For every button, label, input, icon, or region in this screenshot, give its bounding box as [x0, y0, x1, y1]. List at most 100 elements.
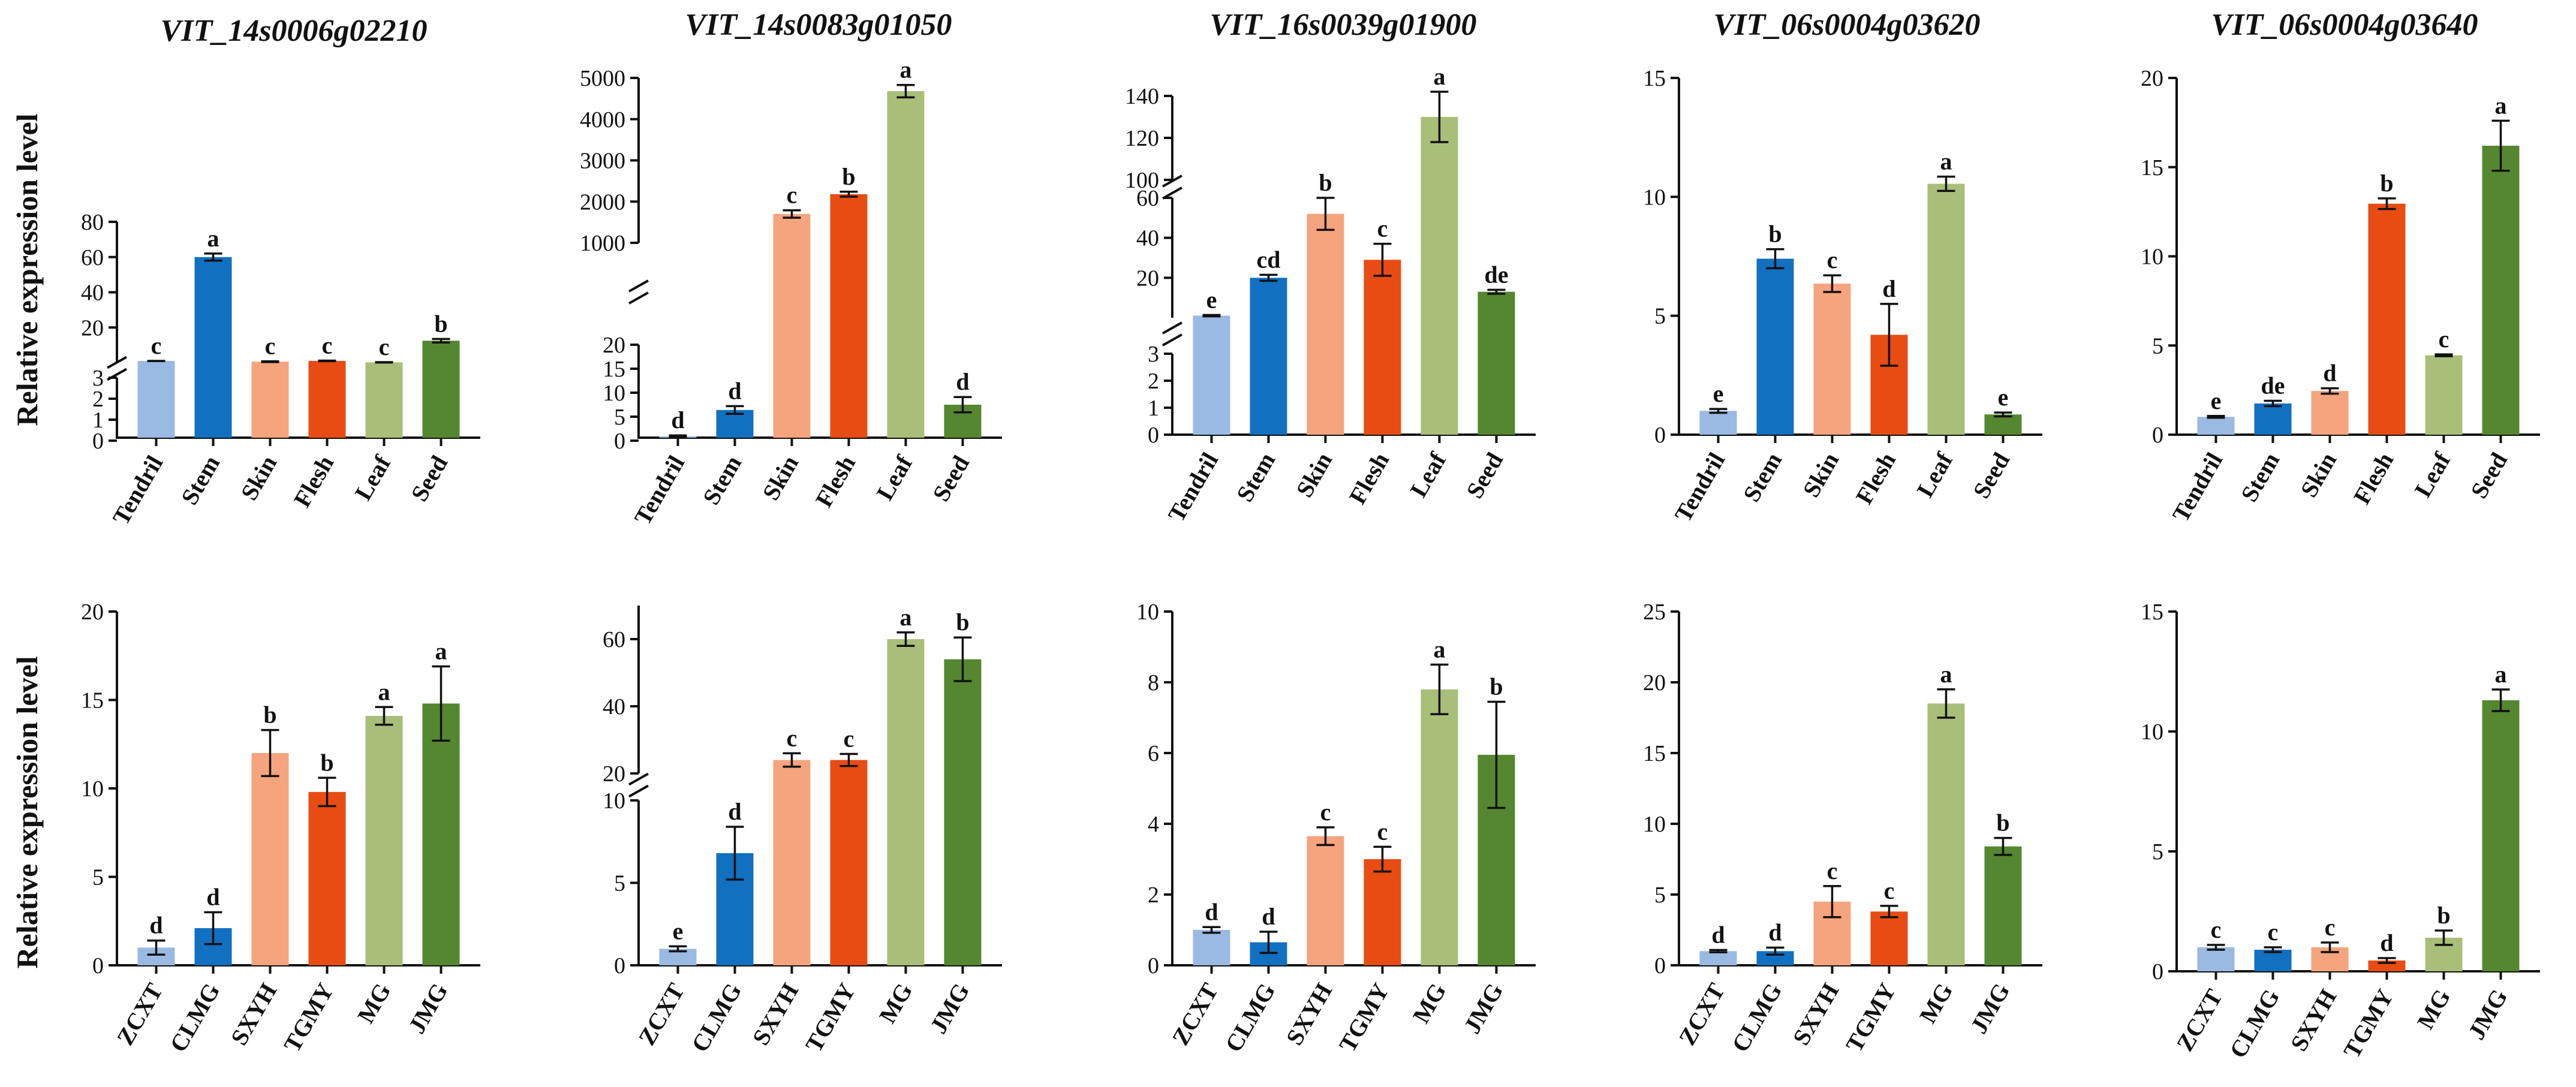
bar-flesh: [2368, 203, 2406, 435]
significance-label: d: [1711, 922, 1725, 949]
y-tick-label: 2: [92, 387, 104, 412]
y-tick-label: 0: [2152, 959, 2163, 984]
panel-9: 0 5 10 15 20 25 d ZCXT d CLMG c SXYH c TGMY a MG b JMG: [1643, 600, 2042, 1056]
significance-label: b: [263, 701, 276, 728]
y-tick-label: 1: [92, 408, 104, 433]
x-tick-label: Tendril: [2167, 448, 2228, 526]
significance-label: b: [2380, 170, 2393, 197]
bar-flesh: [308, 360, 346, 438]
significance-label: d: [671, 407, 684, 433]
axis-break-mark: [628, 784, 649, 798]
y-tick-label: 40: [603, 694, 625, 719]
significance-label: d: [149, 912, 162, 939]
bar-jmg: [1984, 846, 2022, 965]
bar-sxyh: [251, 753, 289, 965]
y-tick-label: 20: [81, 315, 104, 341]
y-tick-label: 0: [1654, 953, 1666, 978]
bar-leaf: [2425, 355, 2463, 435]
bar-stem: [194, 257, 232, 438]
bar-zcxt: [1699, 951, 1737, 965]
y-tick-label: 40: [1136, 226, 1159, 251]
significance-label: c: [322, 332, 333, 359]
x-tick-label: Flesh: [1344, 448, 1395, 508]
x-tick-label: Stem: [697, 451, 747, 510]
y-tick-label: 5: [92, 865, 104, 890]
y-tick-label: 5: [1654, 883, 1666, 908]
y-tick-label: 60: [81, 245, 104, 270]
significance-label: de: [1485, 261, 1509, 288]
significance-label: c: [787, 182, 798, 209]
y-tick-label: 10: [81, 776, 104, 802]
y-tick-label: 10: [2141, 719, 2163, 745]
significance-label: e: [1206, 286, 1217, 313]
y-tick-label: 15: [81, 688, 104, 713]
bar-flesh: [1364, 260, 1401, 435]
y-tick-label: 40: [81, 281, 104, 306]
bar-leaf: [365, 362, 403, 438]
y-tick-label: 0: [2152, 423, 2163, 448]
y-tick-label: 0: [1654, 423, 1666, 448]
x-tick-label: Tendril: [629, 451, 690, 529]
x-tick-label: JMG: [2463, 984, 2512, 1044]
y-tick-label: 140: [1125, 84, 1159, 109]
y-tick-label: 20: [1643, 670, 1666, 695]
x-tick-label: ZCXT: [2171, 984, 2228, 1056]
y-tick-label: 20: [603, 333, 625, 358]
x-tick-label: CLMG: [2224, 984, 2285, 1062]
bar-tgmy: [1364, 859, 1401, 965]
y-tick-label: 80: [81, 210, 104, 235]
significance-label: d: [206, 884, 219, 911]
y-tick-label: 15: [1643, 66, 1666, 91]
significance-label: b: [320, 749, 333, 776]
y-tick-label: 15: [603, 357, 625, 382]
bar-jmg: [2482, 700, 2520, 971]
y-tick-label: 0: [92, 953, 104, 978]
significance-label: b: [1489, 673, 1503, 700]
x-tick-label: SXYH: [1281, 978, 1338, 1050]
y-tick-label: 20: [2141, 66, 2163, 91]
significance-label: b: [956, 609, 969, 636]
significance-label: c: [1827, 857, 1838, 884]
x-tick-label: Leaf: [2409, 447, 2455, 501]
x-tick-label: SXYH: [1787, 978, 1844, 1050]
x-tick-label: Seed: [405, 451, 453, 506]
x-tick-label: Seed: [1967, 448, 2015, 503]
axis-break-mark: [1162, 321, 1182, 335]
x-tick-label: Tendril: [107, 451, 168, 529]
significance-label: c: [379, 333, 390, 360]
bar-stem: [2254, 403, 2292, 435]
significance-label: d: [728, 798, 741, 825]
y-tick-label: 0: [92, 429, 104, 454]
x-tick-label: Tendril: [1669, 448, 1731, 526]
x-tick-label: Skin: [2295, 448, 2342, 502]
x-tick-label: ZCXT: [1674, 978, 1731, 1050]
axis-break-mark: [107, 368, 127, 381]
x-tick-label: CLMG: [686, 978, 747, 1056]
x-tick-label: Flesh: [1850, 448, 1901, 508]
significance-label: d: [2380, 929, 2393, 956]
significance-label: d: [956, 368, 969, 395]
x-tick-label: MG: [1914, 978, 1958, 1028]
panel-4-title: VIT_06s0004g03620: [1714, 8, 1981, 42]
significance-label: c: [2439, 326, 2449, 353]
bar-sxyh: [773, 760, 811, 965]
significance-label: d: [1768, 919, 1781, 946]
bar-tgmy: [830, 760, 868, 965]
significance-label: a: [207, 225, 219, 252]
bar-mg: [1421, 689, 1458, 965]
panel-8: 0 2 4 6 8 10 d ZCXT d CLMG c SXYH c TGMY a MG b JMG: [1136, 600, 1536, 1056]
x-tick-label: Skin: [1797, 448, 1844, 502]
axis-break-mark: [628, 279, 649, 293]
bar-seed: [1477, 291, 1515, 435]
y-tick-label: 10: [1643, 185, 1666, 210]
significance-label: d: [1882, 275, 1895, 302]
significance-label: c: [2211, 916, 2222, 943]
x-tick-label: TGMY: [1840, 978, 1901, 1056]
bar-mg: [365, 716, 403, 965]
y-tick-label: 25: [1643, 600, 1666, 625]
y-tick-label: 6: [1148, 741, 1159, 766]
bar-zcxt: [2197, 947, 2235, 971]
y-tick-label: 2: [1148, 883, 1159, 908]
